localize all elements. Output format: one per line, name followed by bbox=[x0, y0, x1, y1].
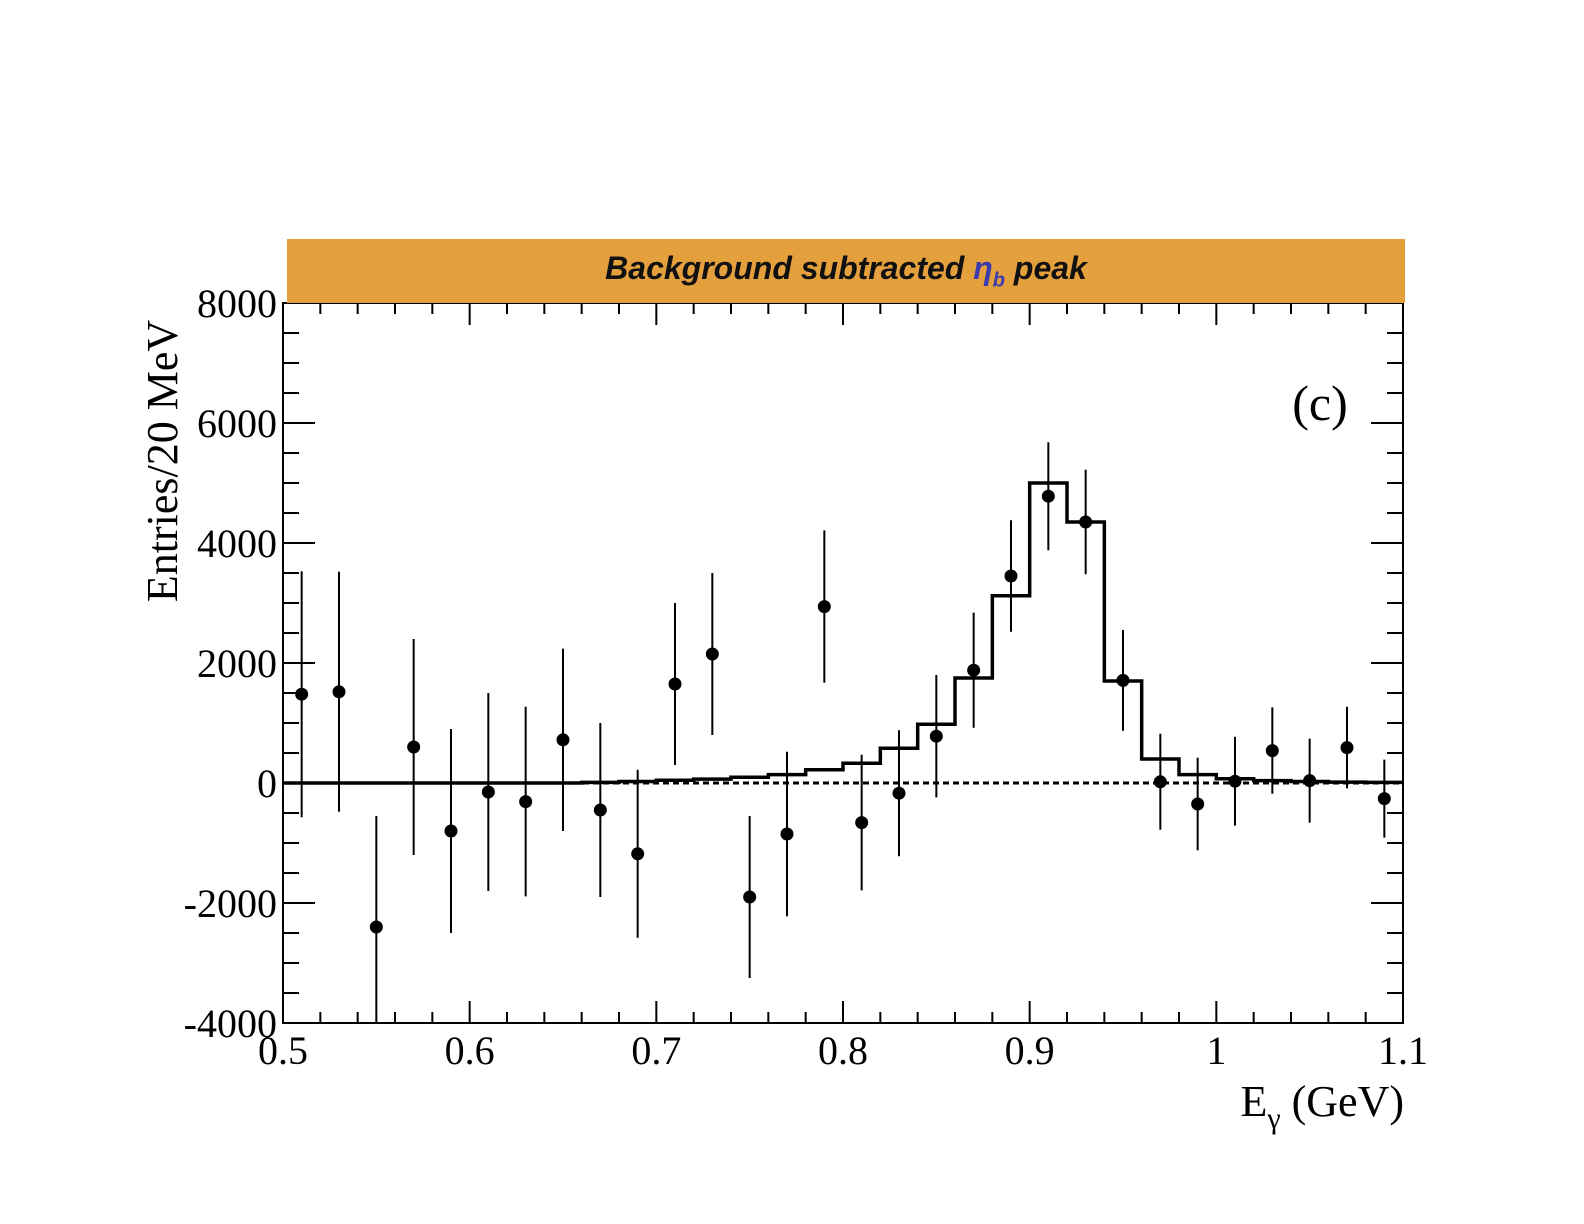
chart-title: Background subtracted ηb peak bbox=[605, 250, 1087, 292]
axes-layer: 0.5 0.6 0.7 0.8 0.9 1 1.1 -4000 -2000 0 2000 4000 60… bbox=[184, 281, 1428, 1073]
data-point bbox=[332, 685, 346, 699]
x-tick-label: 0.6 bbox=[445, 1028, 495, 1073]
data-points-layer bbox=[295, 442, 1391, 1023]
data-point bbox=[780, 827, 794, 841]
x-tick-label: 0.9 bbox=[1005, 1028, 1055, 1073]
data-point bbox=[1116, 673, 1130, 687]
data-point bbox=[593, 803, 607, 817]
fit-histogram-layer bbox=[283, 481, 1403, 785]
data-point bbox=[519, 795, 533, 809]
fit-histogram bbox=[283, 481, 1403, 785]
y-tick-label: -4000 bbox=[184, 1001, 277, 1046]
data-point bbox=[481, 785, 495, 799]
data-point bbox=[1153, 775, 1167, 789]
data-point bbox=[817, 600, 831, 614]
data-point bbox=[1303, 774, 1317, 788]
y-tick-label: 2000 bbox=[197, 641, 277, 686]
data-point bbox=[668, 677, 682, 691]
panel-label: (c) bbox=[1292, 375, 1348, 431]
data-point bbox=[1340, 741, 1354, 755]
y-tick-label: 0 bbox=[257, 761, 277, 806]
data-point bbox=[1377, 792, 1391, 806]
data-point bbox=[444, 824, 458, 838]
x-tick-label: 0.5 bbox=[258, 1028, 308, 1073]
title-banner: Background subtracted ηb peak bbox=[287, 239, 1405, 303]
y-tick-label: 4000 bbox=[197, 521, 277, 566]
data-point bbox=[929, 729, 943, 743]
title-suffix: peak bbox=[1005, 249, 1087, 286]
title-symbol: ηb bbox=[973, 249, 1005, 292]
data-point bbox=[743, 890, 757, 904]
x-tick-label: 0.8 bbox=[818, 1028, 868, 1073]
data-point bbox=[1191, 797, 1205, 811]
y-axis-label: Entries/20 MeV bbox=[138, 320, 187, 603]
data-point bbox=[1265, 744, 1279, 758]
y-tick-label: -2000 bbox=[184, 881, 277, 926]
data-point bbox=[705, 647, 719, 661]
x-tick-label: 1 bbox=[1206, 1028, 1226, 1073]
data-point bbox=[967, 663, 981, 677]
x-tick-label: 1.1 bbox=[1378, 1028, 1428, 1073]
y-tick-label: 6000 bbox=[197, 401, 277, 446]
x-tick-label: 0.7 bbox=[631, 1028, 681, 1073]
x-axis-label: Eγ (GeV) bbox=[1240, 1077, 1404, 1135]
data-point bbox=[1228, 774, 1242, 788]
title-prefix: Background subtracted bbox=[605, 249, 974, 286]
data-point bbox=[1041, 489, 1055, 503]
data-point bbox=[556, 733, 570, 747]
data-point bbox=[369, 920, 383, 934]
data-point bbox=[631, 847, 645, 861]
y-tick-label: 8000 bbox=[197, 281, 277, 326]
data-point bbox=[1079, 515, 1093, 529]
data-point bbox=[892, 786, 906, 800]
data-point bbox=[295, 687, 309, 701]
data-point bbox=[855, 816, 869, 830]
data-point bbox=[1004, 569, 1018, 583]
data-point bbox=[407, 740, 421, 754]
